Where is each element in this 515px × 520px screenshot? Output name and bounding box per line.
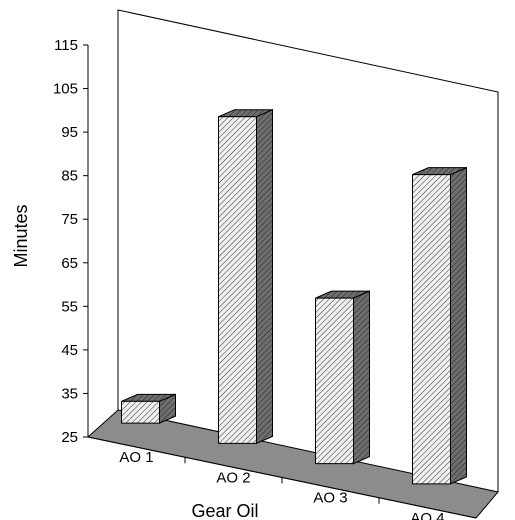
bar-side [450,166,467,485]
x-axis-title: Gear Oil [191,501,258,520]
y-tick-label: 75 [61,211,78,228]
x-tick-label: AO 4 [410,510,444,520]
y-axis-ticks: 25 35 45 55 65 75 85 95 105 115 [53,37,88,446]
bar-2 [218,108,273,445]
y-tick-label: 25 [61,429,78,446]
bars [121,108,467,485]
y-tick-label: 115 [54,37,78,54]
y-axis-title: Minutes [11,204,31,267]
bar-front [315,297,354,465]
bar-side [353,290,370,465]
y-tick-label: 85 [61,168,78,185]
y-tick-label: 105 [53,81,78,98]
y-tick-label: 65 [61,255,78,272]
bar-front [121,400,160,424]
x-tick-label: AO 3 [313,490,347,507]
bar-front [218,116,257,444]
back-wall [117,9,499,492]
bar-3 [315,290,370,465]
y-tick-label: 95 [61,124,78,141]
x-tick-label: AO 2 [216,469,250,486]
bar-side [256,108,273,445]
y-tick-label: 45 [61,342,78,359]
bar-4 [412,166,467,485]
y-tick-label: 55 [61,298,78,315]
x-axis-ticks: AO 1 AO 2 AO 3 AO 4 [119,449,444,520]
y-tick-label: 35 [61,385,78,402]
bar-1 [121,393,176,424]
x-tick-label: AO 1 [119,449,153,466]
bar-front [412,174,451,485]
